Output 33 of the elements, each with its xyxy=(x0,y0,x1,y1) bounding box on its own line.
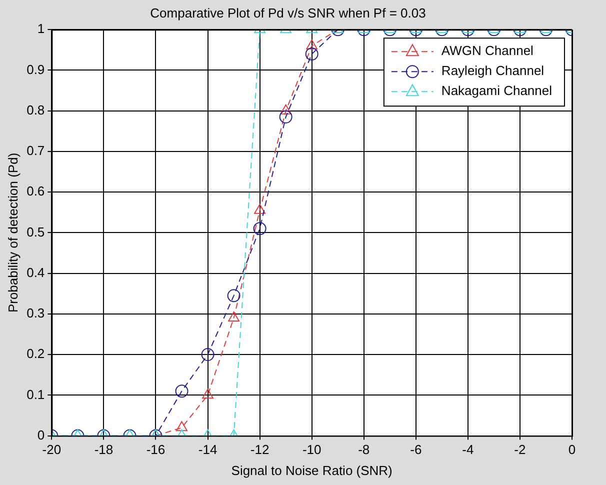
x-tick-label: -18 xyxy=(94,442,114,458)
point xyxy=(228,312,240,322)
x-tick-label: -8 xyxy=(358,442,370,458)
y-tick-label: 0.9 xyxy=(26,62,45,77)
x-tick-label: -20 xyxy=(42,442,62,458)
x-tick-label: -12 xyxy=(250,442,270,458)
x-tick-label: -2 xyxy=(514,442,526,458)
y-tick-label: 0.8 xyxy=(26,102,45,118)
x-tick-label: -16 xyxy=(146,442,166,458)
x-axis-title: Signal to Noise Ratio (SNR) xyxy=(231,462,392,478)
point xyxy=(202,388,214,399)
y-tick-label: 0.4 xyxy=(26,264,45,280)
y-tick-label: 1 xyxy=(37,21,45,36)
legend-label: AWGN Channel xyxy=(441,43,534,58)
y-tick-label: 0.2 xyxy=(26,346,45,362)
y-axis-title: Probability of detection (Pd) xyxy=(5,152,20,313)
chart-title: Comparative Plot of Pd v/s SNR when Pf = 0.03 xyxy=(150,5,426,20)
x-tick-label: -4 xyxy=(462,442,474,458)
point xyxy=(253,222,266,236)
point xyxy=(279,110,292,124)
y-tick-label: 0.6 xyxy=(26,184,45,199)
y-tick-label: 0.1 xyxy=(26,386,45,402)
legend-label: Nakagami Channel xyxy=(441,83,552,98)
y-tick-label: 0.7 xyxy=(26,143,45,158)
x-tick-label: 0 xyxy=(568,442,576,458)
x-tick-label: -10 xyxy=(302,442,322,458)
point xyxy=(227,289,240,302)
x-tick-label: -14 xyxy=(198,442,218,458)
y-tick-label: 0 xyxy=(37,427,45,442)
x-tick-label: -6 xyxy=(410,442,422,458)
y-tick-label: 0.3 xyxy=(26,306,45,321)
legend-label: Rayleigh Channel xyxy=(441,63,544,78)
y-tick-label: 0.5 xyxy=(26,224,45,240)
